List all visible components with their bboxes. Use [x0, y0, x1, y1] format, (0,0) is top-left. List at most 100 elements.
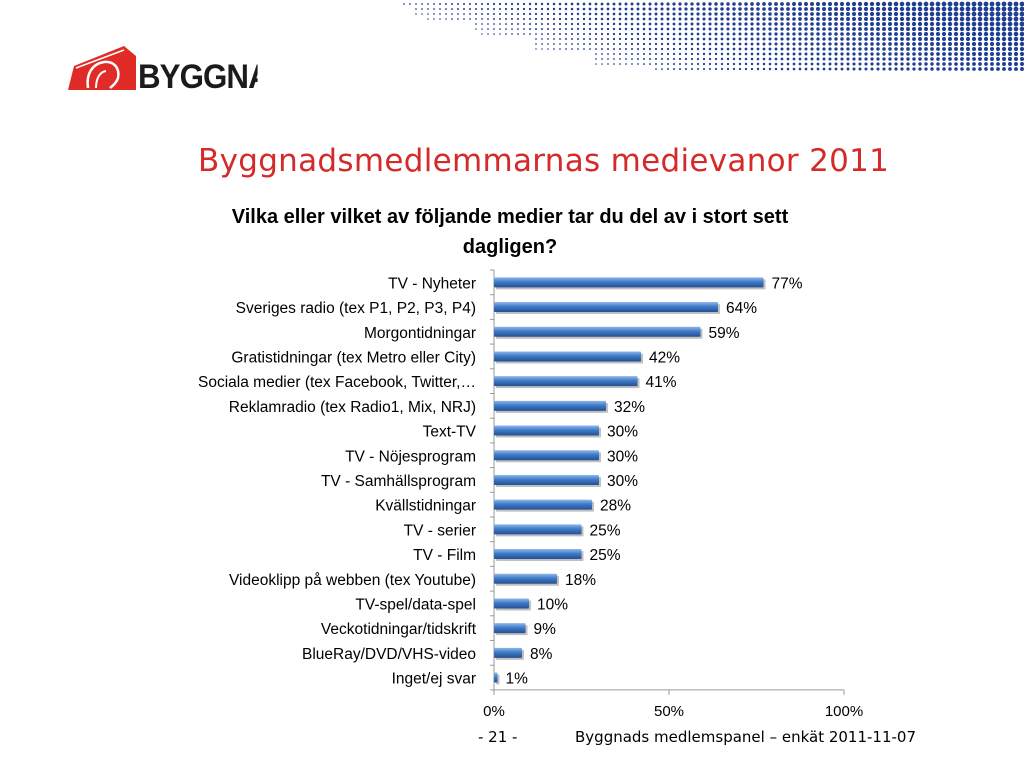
decorative-dot	[672, 2, 676, 6]
decorative-dot	[870, 62, 874, 66]
decorative-dot	[756, 17, 760, 21]
decorative-dot	[864, 37, 868, 41]
decorative-dot	[762, 2, 766, 6]
decorative-dot	[522, 12, 526, 16]
decorative-dot	[870, 67, 874, 71]
decorative-dot	[612, 2, 616, 6]
decorative-dot	[492, 7, 496, 11]
decorative-dot	[684, 42, 688, 46]
decorative-dot	[720, 27, 724, 31]
decorative-dot	[469, 8, 471, 10]
decorative-dot	[995, 36, 1001, 42]
decorative-dot	[786, 37, 790, 41]
decorative-dot	[565, 33, 567, 35]
decorative-dot	[798, 2, 802, 6]
decorative-dot	[744, 57, 748, 61]
decorative-dot	[876, 22, 880, 26]
decorative-dot	[762, 37, 766, 41]
decorative-dot	[935, 31, 941, 37]
decorative-dot	[852, 52, 856, 56]
decorative-dot	[905, 6, 911, 12]
decorative-dot	[696, 52, 700, 56]
decorative-dot	[511, 28, 513, 30]
decorative-dot	[1007, 16, 1013, 22]
decorative-dot	[864, 57, 868, 61]
decorative-dot	[553, 33, 555, 35]
category-label: Sveriges radio (tex P1, P2, P3, P4)	[236, 300, 476, 317]
decorative-dot	[893, 21, 899, 27]
decorative-dot	[642, 17, 646, 21]
bar	[494, 598, 529, 609]
decorative-dot	[481, 28, 483, 30]
decorative-dot	[672, 62, 676, 66]
decorative-dot	[875, 1, 881, 7]
decorative-dot	[816, 37, 820, 41]
value-label: 32%	[614, 399, 645, 416]
decorative-dot	[696, 12, 700, 16]
decorative-dot	[630, 22, 634, 26]
decorative-dot	[887, 11, 893, 17]
decorative-dot	[690, 52, 694, 56]
value-label: 30%	[607, 448, 638, 465]
decorative-dot	[619, 53, 621, 55]
decorative-dot	[505, 28, 507, 30]
decorative-dot	[786, 32, 790, 36]
value-label: 1%	[506, 671, 529, 688]
decorative-dot	[839, 1, 845, 7]
decorative-dot	[905, 16, 911, 22]
decorative-dot	[451, 8, 453, 10]
decorative-dot	[954, 47, 958, 51]
bar	[494, 425, 599, 436]
decorative-dot	[756, 7, 760, 11]
decorative-dot	[607, 48, 609, 50]
decorative-dot	[696, 37, 700, 41]
decorative-dot	[535, 38, 537, 40]
decorative-dot	[942, 62, 946, 66]
decorative-dot	[774, 27, 778, 31]
decorative-dot	[469, 13, 471, 15]
decorative-dot	[624, 7, 628, 11]
decorative-dot	[463, 13, 465, 15]
decorative-dot	[474, 2, 478, 6]
decorative-dot	[559, 38, 561, 40]
decorative-dot	[642, 27, 646, 31]
decorative-dot	[936, 42, 940, 46]
decorative-dot	[888, 47, 892, 51]
decorative-dot	[672, 42, 676, 46]
decorative-dot	[857, 11, 863, 17]
decorative-dot	[528, 17, 532, 21]
decorative-dot	[672, 57, 676, 61]
decorative-dot	[1001, 21, 1007, 27]
decorative-dot	[864, 32, 868, 36]
decorative-dot	[798, 42, 802, 46]
decorative-dot	[929, 21, 935, 27]
decorative-dot	[846, 22, 850, 26]
decorative-dot	[535, 28, 537, 30]
decorative-dot	[780, 42, 784, 46]
decorative-dot	[906, 62, 910, 66]
decorative-dot	[726, 52, 730, 56]
decorative-dot	[750, 37, 754, 41]
decorative-dot	[851, 1, 857, 7]
decorative-dot	[648, 47, 652, 51]
decorative-dot	[594, 27, 598, 31]
decorative-dot	[1001, 46, 1007, 52]
decorative-dot	[1019, 41, 1024, 47]
decorative-dot	[601, 58, 603, 60]
decorative-dot	[678, 22, 682, 26]
decorative-dot	[696, 42, 700, 46]
decorative-dot	[947, 26, 953, 32]
decorative-dot	[606, 7, 610, 11]
decorative-dot	[900, 57, 904, 61]
decorative-dot	[870, 27, 874, 31]
decorative-dot	[678, 37, 682, 41]
decorative-dot	[923, 21, 929, 27]
decorative-dot	[667, 68, 669, 70]
decorative-dot	[541, 43, 543, 45]
decorative-dot	[535, 48, 537, 50]
category-label: Videoklipp på webben (tex Youtube)	[229, 572, 476, 589]
decorative-dot	[834, 27, 838, 31]
decorative-dot	[666, 52, 670, 56]
decorative-dot	[953, 16, 959, 22]
decorative-dot	[893, 1, 899, 7]
